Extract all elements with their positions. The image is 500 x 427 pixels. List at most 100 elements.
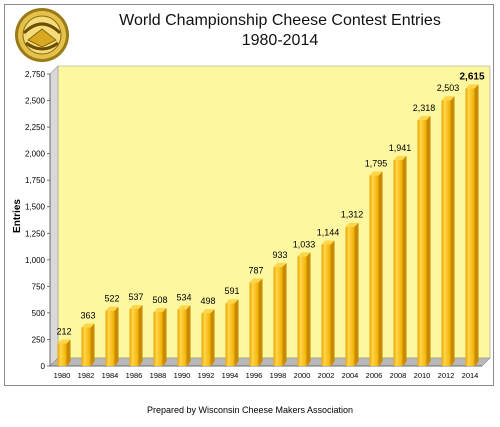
bar xyxy=(225,303,235,366)
bar-side xyxy=(282,262,287,366)
y-tick-label: 1,250 xyxy=(25,229,46,238)
y-tick-label: 2,250 xyxy=(25,123,46,132)
bar xyxy=(153,312,163,366)
bar xyxy=(105,310,115,366)
data-label: 591 xyxy=(224,286,239,296)
data-label: 787 xyxy=(248,265,263,275)
x-tick-label: 1988 xyxy=(150,371,167,380)
y-tick-label: 0 xyxy=(41,362,46,371)
data-label: 363 xyxy=(80,310,95,320)
bar-top xyxy=(105,306,119,311)
x-tick-label: 1990 xyxy=(174,371,191,380)
bar-top xyxy=(369,171,383,176)
x-tick-label: 1980 xyxy=(54,371,71,380)
bar-top xyxy=(273,262,287,267)
data-label: 522 xyxy=(104,294,119,304)
data-label: 1,941 xyxy=(389,143,412,153)
bar xyxy=(441,100,451,367)
x-tick-label: 1996 xyxy=(246,371,263,380)
title-line-2: 1980-2014 xyxy=(241,32,319,49)
title-line-1: World Championship Cheese Contest Entrie… xyxy=(119,12,441,29)
bar-side xyxy=(162,308,167,366)
bar-chart: 0 250 500 750 1,000 1,250 1,500 1,750 2,000 2,250… xyxy=(12,65,491,380)
bar-side xyxy=(258,278,263,366)
bar-side xyxy=(210,309,215,366)
bar-side xyxy=(378,171,383,366)
bar-top xyxy=(177,305,191,310)
plot-side-wall xyxy=(49,65,59,367)
bar-top xyxy=(465,84,479,89)
bar-side xyxy=(306,252,311,366)
bar xyxy=(177,309,187,366)
bar-side xyxy=(66,339,71,366)
data-label: 933 xyxy=(272,250,287,260)
bar xyxy=(57,343,67,366)
bar xyxy=(129,308,139,366)
bar-top xyxy=(393,155,407,160)
x-tick-label: 1984 xyxy=(102,371,119,380)
bar-side xyxy=(330,240,335,366)
credit-note: Prepared by Wisconsin Cheese Makers Asso… xyxy=(146,405,354,415)
bar xyxy=(81,327,91,366)
x-tick-label: 2012 xyxy=(438,371,455,380)
y-tick-label: 1,500 xyxy=(25,203,46,212)
bar-top xyxy=(345,222,359,227)
bar-top xyxy=(81,323,95,328)
x-tick-label: 2002 xyxy=(318,371,335,380)
y-tick-label: 750 xyxy=(32,282,46,291)
bar-side xyxy=(450,96,455,367)
bar-side xyxy=(138,304,143,366)
data-label: 498 xyxy=(200,296,215,306)
data-label: 537 xyxy=(128,292,143,302)
data-label: 1,312 xyxy=(341,210,364,220)
data-label: 1,033 xyxy=(293,239,316,249)
bar xyxy=(273,266,283,366)
bar-top xyxy=(297,252,311,257)
data-label: 508 xyxy=(152,295,167,305)
data-label: 2,503 xyxy=(437,83,460,93)
bar-top xyxy=(321,240,335,245)
y-axis-label: Entries xyxy=(12,199,23,233)
y-tick-label: 2,750 xyxy=(25,70,46,79)
bar xyxy=(393,159,403,366)
bar-top xyxy=(225,299,239,304)
bar xyxy=(465,88,475,367)
bar-top xyxy=(57,339,71,344)
y-tick-label: 1,000 xyxy=(25,256,46,265)
data-label: 2,615 xyxy=(459,71,484,82)
bar-top xyxy=(441,96,455,101)
x-tick-label: 1986 xyxy=(126,371,143,380)
y-tick-label: 2,500 xyxy=(25,97,46,106)
bar-top xyxy=(153,308,167,313)
bar-top xyxy=(201,309,215,314)
bar-side xyxy=(426,115,431,366)
x-tick-label: 2014 xyxy=(462,371,479,380)
bar xyxy=(249,282,259,366)
y-tick-label: 250 xyxy=(32,335,46,344)
data-label: 212 xyxy=(56,326,71,336)
data-label: 2,318 xyxy=(413,103,436,113)
chart-title: World Championship Cheese Contest Entrie… xyxy=(80,11,480,51)
bar-top xyxy=(129,304,143,309)
x-tick-label: 2000 xyxy=(294,371,311,380)
bar xyxy=(369,175,379,366)
y-tick-label: 1,750 xyxy=(25,176,46,185)
x-tick-label: 2006 xyxy=(366,371,383,380)
data-label: 534 xyxy=(176,292,191,302)
bar-side xyxy=(402,155,407,366)
y-tick-label: 2,000 xyxy=(25,150,46,159)
bar-top xyxy=(417,115,431,120)
y-tick-label: 500 xyxy=(32,309,46,318)
x-tick-label: 1998 xyxy=(270,371,287,380)
bar xyxy=(417,119,427,366)
x-tick-label: 1994 xyxy=(222,371,239,380)
bar xyxy=(321,244,331,366)
x-tick-label: 2010 xyxy=(414,371,431,380)
bar xyxy=(297,256,307,366)
bar-side xyxy=(234,299,239,366)
bar-side xyxy=(114,306,119,366)
data-label: 1,795 xyxy=(365,158,388,168)
bar-side xyxy=(474,84,479,367)
x-tick-label: 1992 xyxy=(198,371,215,380)
bar xyxy=(201,313,211,366)
